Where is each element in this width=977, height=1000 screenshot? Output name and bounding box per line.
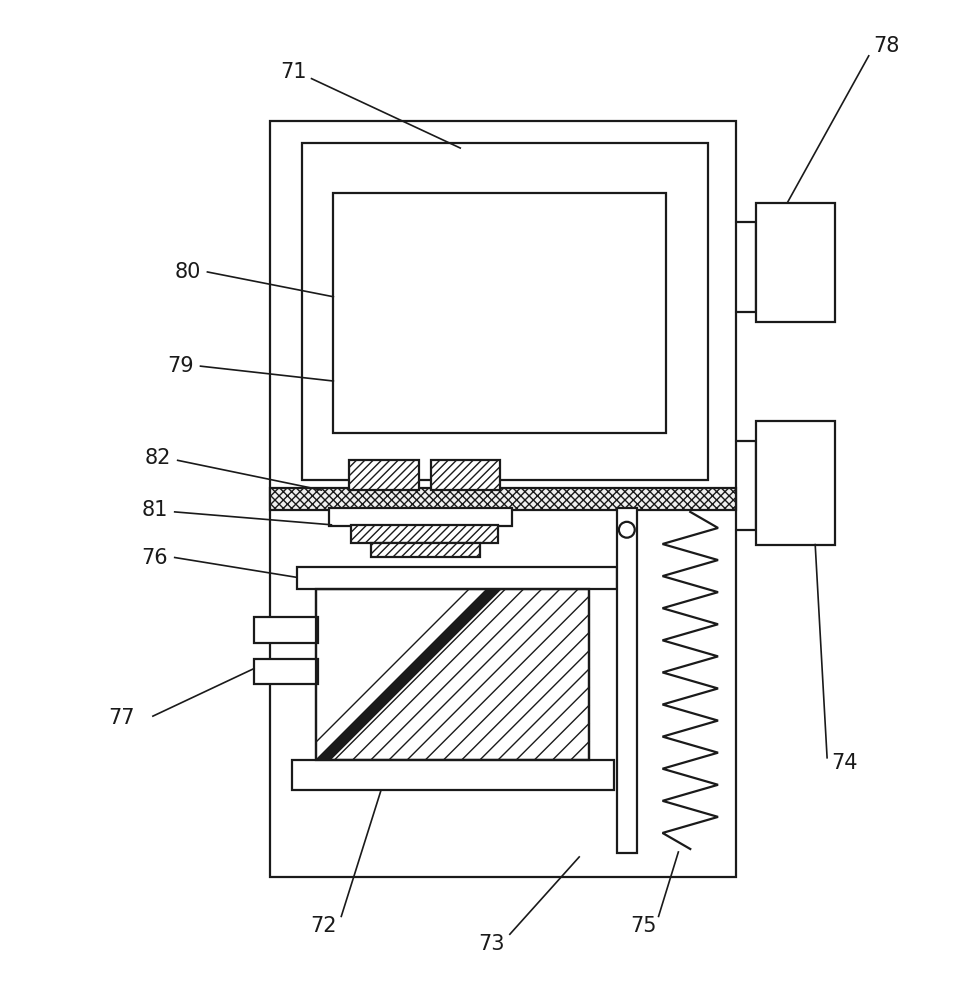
Bar	[301, 143, 707, 480]
Text: 81: 81	[142, 500, 168, 520]
Bar	[351, 525, 497, 543]
Bar	[254, 659, 319, 684]
Bar	[270, 121, 735, 877]
Bar	[291, 760, 614, 790]
Bar	[254, 617, 319, 643]
Bar	[317, 589, 588, 760]
Text: 77: 77	[107, 708, 134, 728]
Text: 71: 71	[280, 62, 307, 82]
Text: 74: 74	[830, 753, 857, 773]
Text: 76: 76	[142, 548, 168, 568]
Text: 80: 80	[174, 262, 200, 282]
Text: 82: 82	[145, 448, 171, 468]
Text: 75: 75	[630, 916, 657, 936]
Bar	[755, 421, 834, 545]
Bar	[430, 460, 499, 490]
Bar	[755, 203, 834, 322]
Bar	[329, 508, 511, 526]
Bar	[616, 508, 636, 853]
Text: 72: 72	[310, 916, 336, 936]
Bar	[296, 567, 616, 589]
Text: 79: 79	[167, 356, 193, 376]
Bar	[317, 589, 588, 760]
Bar	[370, 543, 480, 557]
Text: 73: 73	[478, 934, 505, 954]
Text: 78: 78	[872, 36, 899, 56]
Bar	[333, 193, 665, 433]
Bar	[349, 460, 418, 490]
Bar	[270, 488, 735, 510]
